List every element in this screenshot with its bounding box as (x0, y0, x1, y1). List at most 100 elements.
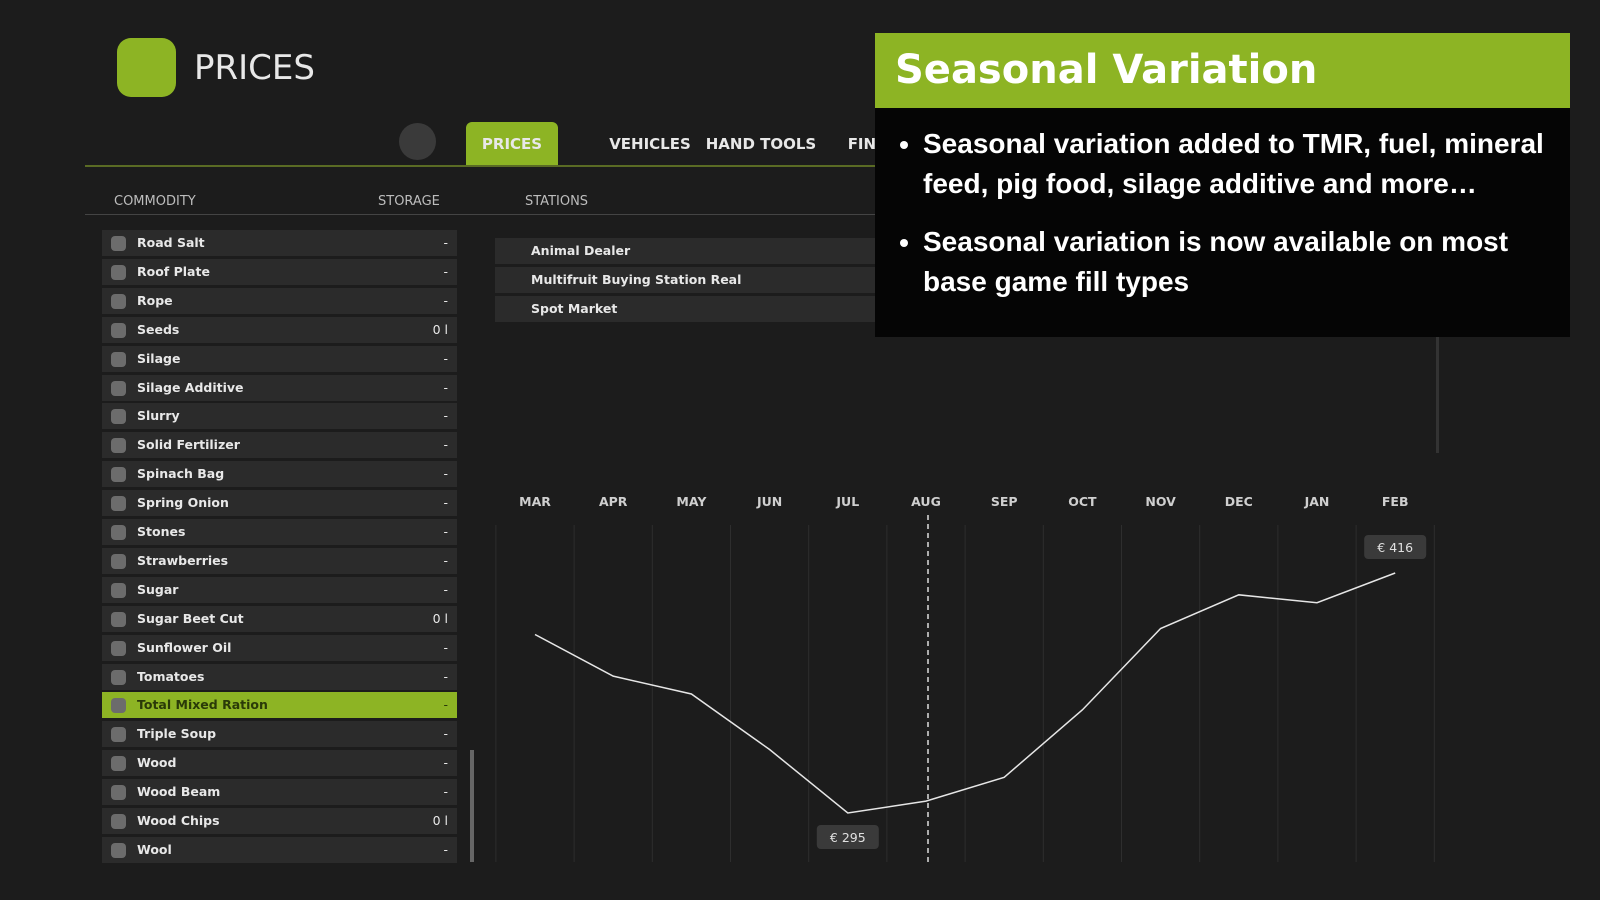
commodity-row[interactable]: Spinach Bag - (102, 461, 457, 488)
month-label: MAY (676, 494, 707, 509)
commodity-row[interactable]: Seeds 0 l (102, 316, 457, 343)
commodity-name: Roof Plate (137, 263, 210, 279)
commodity-row[interactable]: Roof Plate - (102, 258, 457, 285)
commodity-row[interactable]: Silage - (102, 345, 457, 372)
commodity-row[interactable]: Wool - (102, 836, 457, 863)
month-label: JUL (835, 494, 859, 509)
commodity-icon (111, 582, 126, 598)
month-label: MAR (519, 494, 551, 509)
commodity-icon (111, 264, 126, 280)
commodity-name: Silage Additive (137, 379, 244, 395)
commodity-name: Solid Fertilizer (137, 437, 240, 453)
commodity-name: Road Salt (137, 235, 205, 250)
commodity-row[interactable]: Solid Fertilizer - (102, 432, 457, 459)
tab-underline (85, 165, 875, 167)
column-header: STATIONS (525, 194, 589, 209)
commodity-name: Wood Beam (137, 784, 221, 800)
commodity-storage: - (443, 726, 448, 742)
commodity-row[interactable]: Strawberries - (102, 547, 457, 574)
tab[interactable]: PRICES (466, 122, 558, 166)
commodity-name: Sugar Beet Cut (137, 610, 244, 626)
price-chart: MAR APR MAY JUN JUL AUG SEP OCT NOV DEC JAN FEB € 29… (495, 494, 1435, 862)
value-label-box (816, 825, 879, 849)
station-row[interactable]: Animal Dealer (495, 238, 875, 264)
station-name: Spot Market (531, 301, 618, 316)
commodity-storage: - (443, 524, 448, 539)
commodity-row[interactable]: Sunflower Oil - (102, 634, 457, 661)
month-label: AUG (911, 494, 941, 509)
commodity-storage: - (443, 668, 448, 684)
commodity-icon (111, 814, 126, 829)
value-label: € 416 (1377, 540, 1413, 555)
commodity-storage: 0 l (432, 610, 448, 626)
commodity-storage: 0 l (432, 813, 448, 828)
commodity-icon (111, 698, 126, 714)
info-overlay: Seasonal Variation Seasonal variation ad… (875, 33, 1570, 337)
commodity-icon (111, 351, 126, 367)
value-label-box (1364, 535, 1427, 559)
commodity-icon (111, 467, 126, 483)
commodity-row[interactable]: Sugar Beet Cut 0 l (102, 605, 457, 632)
month-label: JAN (1304, 494, 1330, 509)
commodity-icon (111, 322, 126, 338)
commodity-row[interactable]: Wood Chips 0 l (102, 808, 457, 834)
month-label: DEC (1225, 494, 1253, 509)
commodity-row[interactable]: Total Mixed Ration - (102, 692, 457, 719)
commodity-row[interactable]: Triple Soup - (102, 721, 457, 748)
commodity-name: Wool (137, 841, 172, 857)
commodity-name: Seeds (137, 321, 180, 337)
commodity-storage: - (443, 581, 448, 597)
panel-divider (1436, 337, 1439, 453)
commodity-icon (111, 640, 126, 656)
month-label: OCT (1068, 494, 1097, 509)
month-label: FEB (1382, 494, 1409, 509)
commodity-storage: 0 l (432, 321, 448, 337)
commodity-name: Wood Chips (137, 813, 220, 828)
overlay-bullet: Seasonal variation is now available on m… (923, 222, 1550, 302)
commodity-name: Silage (137, 350, 181, 366)
station-name: Animal Dealer (531, 243, 631, 258)
commodity-storage: - (443, 755, 448, 771)
commodity-icon (111, 438, 126, 454)
tab[interactable]: HAND TOOLS (705, 135, 817, 153)
commodity-icon (111, 756, 126, 772)
commodity-row[interactable]: Wood Beam - (102, 779, 457, 806)
back-button[interactable] (399, 123, 436, 160)
commodity-row[interactable]: Road Salt - (102, 230, 457, 256)
station-row[interactable]: Spot Market (495, 296, 875, 322)
commodity-row[interactable]: Silage Additive - (102, 374, 457, 401)
overlay-title: Seasonal Variation (875, 33, 1570, 108)
commodity-row[interactable]: Spring Onion - (102, 490, 457, 517)
commodity-icon (111, 785, 126, 801)
commodity-name: Triple Soup (137, 726, 217, 742)
commodity-storage: - (443, 841, 448, 857)
commodity-icon (111, 842, 126, 858)
commodity-storage: - (443, 784, 448, 800)
commodity-icon (111, 525, 126, 540)
commodity-row[interactable]: Slurry - (102, 403, 457, 430)
commodity-icon (111, 409, 126, 425)
month-label: SEP (991, 494, 1018, 509)
commodity-icon (111, 727, 126, 743)
commodity-storage: - (443, 263, 448, 279)
commodity-icon (111, 553, 126, 569)
commodity-name: Rope (137, 292, 173, 308)
commodity-name: Slurry (137, 408, 180, 424)
commodity-row[interactable]: Sugar - (102, 576, 457, 603)
scrollbar-thumb[interactable] (470, 750, 474, 862)
column-header: STORAGE (378, 194, 440, 209)
month-label: JUN (756, 494, 782, 509)
commodity-name: Sunflower Oil (137, 639, 232, 655)
commodity-storage: - (443, 697, 448, 713)
commodity-storage: - (443, 350, 448, 366)
commodity-row[interactable]: Stones - (102, 519, 457, 545)
tab[interactable]: VEHICLES (609, 135, 691, 153)
commodity-row[interactable]: Tomatoes - (102, 663, 457, 690)
station-row[interactable]: Multifruit Buying Station Real (495, 267, 875, 293)
commodity-icon (111, 611, 126, 627)
commodity-row[interactable]: Wood - (102, 750, 457, 777)
commodity-row[interactable]: Rope - (102, 287, 457, 314)
commodity-storage: - (443, 552, 448, 568)
commodity-icon (111, 496, 126, 512)
